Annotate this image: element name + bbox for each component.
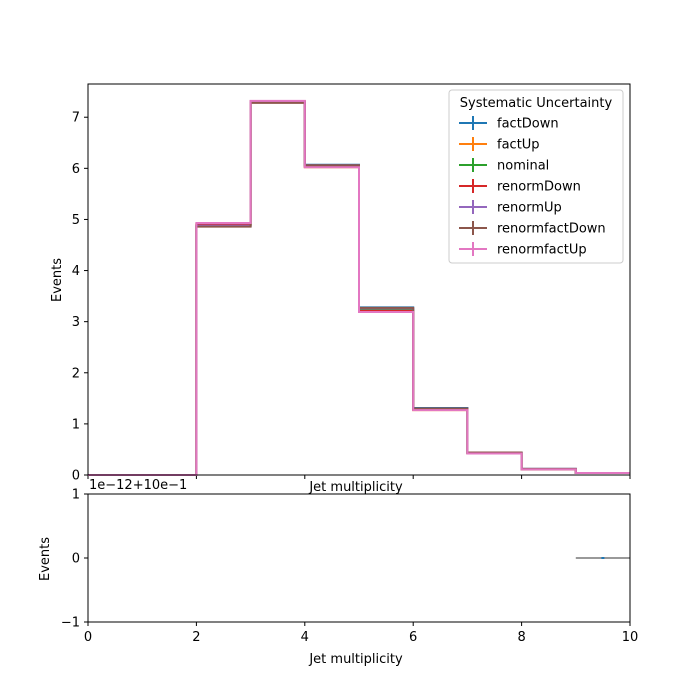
legend-label: nominal bbox=[497, 159, 549, 174]
histogram-series-group bbox=[88, 99, 630, 476]
ratio-x-tick-label-5: 10 bbox=[622, 630, 639, 645]
legend-label: renormfactUp bbox=[497, 243, 587, 258]
legend-label: renormUp bbox=[497, 201, 562, 216]
ratio-y-tick-label-1: 0 bbox=[72, 552, 80, 567]
ratio-x-axis-label: Jet multiplicity bbox=[308, 652, 403, 667]
legend-entry-renormfactUp: renormfactUp bbox=[459, 242, 587, 258]
main-y-tick-label-4: 4 bbox=[72, 264, 80, 279]
legend-label: factUp bbox=[497, 138, 540, 153]
ratio-x-ticks: 0 2 4 6 8 10 bbox=[84, 622, 638, 645]
ratio-x-tick-label-3: 6 bbox=[409, 630, 417, 645]
main-histogram-panel: 0 1 2 3 4 5 6 7 Events Jet multiplicity Systema… bbox=[50, 83, 631, 495]
ratio-x-tick-label-4: 8 bbox=[517, 630, 525, 645]
legend-label: renormDown bbox=[497, 180, 581, 195]
main-y-tick-label-1: 1 bbox=[72, 417, 80, 432]
legend-label: renormfactDown bbox=[497, 222, 606, 237]
ratio-y-tick-label-2: 1 bbox=[72, 488, 80, 503]
ratio-x-tick-label-1: 2 bbox=[192, 630, 200, 645]
legend-entry-renormfactDown: renormfactDown bbox=[459, 221, 606, 237]
legend: Systematic Uncertainty factDown factUp nom… bbox=[448, 89, 624, 264]
main-y-tick-label-0: 0 bbox=[72, 469, 80, 484]
legend-entry-renormUp: renormUp bbox=[459, 200, 562, 216]
main-y-ticks: 0 1 2 3 4 5 6 7 bbox=[72, 111, 88, 484]
main-y-tick-label-2: 2 bbox=[72, 366, 80, 381]
main-y-tick-label-7: 7 bbox=[72, 111, 80, 126]
legend-entries: factDown factUp nominal renormDown renormUp r… bbox=[459, 116, 606, 258]
histogram-series-renormfactUp bbox=[88, 99, 630, 476]
main-plot-frame bbox=[87, 83, 631, 476]
main-y-tick-label-6: 6 bbox=[72, 162, 80, 177]
ratio-y-axis-label: Events bbox=[38, 537, 53, 581]
legend-entry-factDown: factDown bbox=[459, 116, 559, 132]
legend-title: Systematic Uncertainty bbox=[460, 96, 613, 111]
ratio-y-ticks: −1 0 1 bbox=[61, 488, 88, 631]
ratio-y-tick-label-0: −1 bbox=[61, 616, 80, 631]
main-y-tick-label-5: 5 bbox=[72, 213, 80, 228]
legend-box bbox=[448, 89, 624, 264]
main-y-tick-label-3: 3 bbox=[72, 315, 80, 330]
main-y-axis-label: Events bbox=[50, 258, 65, 302]
ratio-x-tick-label-2: 4 bbox=[301, 630, 309, 645]
main-x-axis-label: Jet multiplicity bbox=[308, 480, 403, 495]
ratio-offset-text: 1e−12+10e−1 bbox=[89, 478, 187, 493]
legend-label: factDown bbox=[497, 117, 559, 132]
legend-entry-nominal: nominal bbox=[459, 158, 549, 174]
legend-entry-renormDown: renormDown bbox=[459, 179, 581, 195]
ratio-x-tick-label-0: 0 bbox=[84, 630, 92, 645]
ratio-panel: −1 0 1 0 2 4 6 8 10 1e−12+10e−1 Events Jet mult… bbox=[38, 478, 638, 667]
legend-entry-factUp: factUp bbox=[459, 137, 540, 153]
ratio-plot-frame bbox=[87, 493, 631, 623]
